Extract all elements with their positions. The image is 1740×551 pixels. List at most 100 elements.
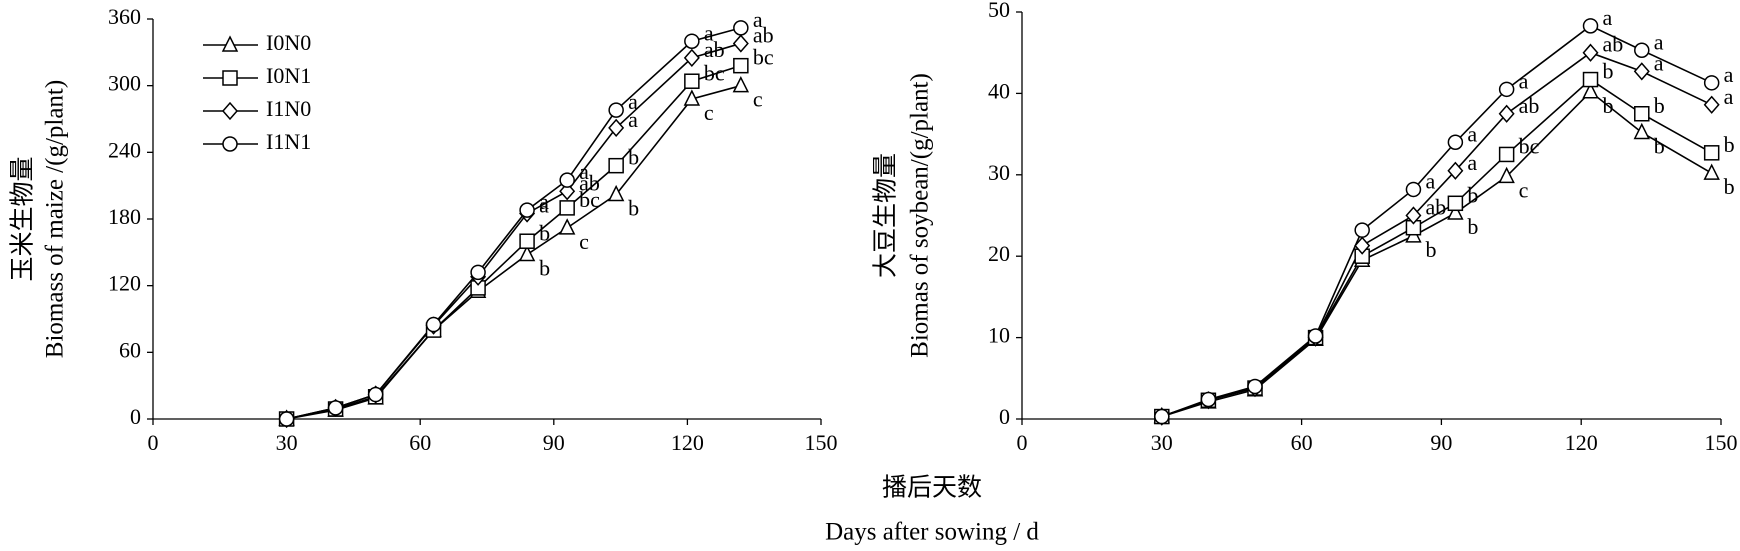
y-tick-label: 0 xyxy=(130,404,141,429)
significance-label: a xyxy=(1654,50,1664,75)
marker xyxy=(1498,104,1515,123)
marker xyxy=(733,57,749,74)
marker xyxy=(1582,82,1599,99)
significance-label: b xyxy=(1654,134,1665,159)
significance-label: a xyxy=(1519,68,1529,93)
series-line xyxy=(286,64,742,420)
marker xyxy=(1405,206,1422,225)
marker xyxy=(1354,222,1370,238)
significance-label: b xyxy=(1425,237,1436,262)
y-tick-label: 20 xyxy=(988,241,1010,266)
y-tick-label: 120 xyxy=(108,271,141,296)
y-axis-label: 大豆生物量 xyxy=(872,153,900,278)
marker xyxy=(1354,236,1371,255)
marker xyxy=(1582,71,1599,88)
significance-label: bc xyxy=(1519,133,1540,158)
significance-label: a xyxy=(628,89,638,114)
marker xyxy=(1405,181,1422,198)
significance-label: a xyxy=(539,192,549,217)
significance-label: a xyxy=(753,7,763,32)
marker xyxy=(1247,378,1263,395)
marker xyxy=(425,316,442,333)
significance-label: c xyxy=(1519,177,1529,202)
marker xyxy=(732,34,749,53)
significance-label: a xyxy=(1603,5,1613,30)
legend-label: I1N0 xyxy=(266,96,311,121)
y-tick-label: 30 xyxy=(988,160,1010,185)
significance-label: c xyxy=(579,229,589,254)
marker xyxy=(1498,146,1515,163)
marker xyxy=(608,157,624,174)
x-tick-label: 150 xyxy=(805,430,838,455)
significance-label: a xyxy=(539,189,549,214)
series-line xyxy=(1161,78,1713,418)
marker xyxy=(1447,161,1464,180)
marker xyxy=(683,89,701,106)
x-tick-label: 120 xyxy=(671,430,704,455)
y-axis-label: Biomas of soybean/(g/plant) xyxy=(907,73,934,358)
significance-label: bc xyxy=(579,187,600,212)
marker xyxy=(1307,328,1324,344)
significance-label: ab xyxy=(753,22,774,47)
x-tick-label: 60 xyxy=(409,430,431,455)
x-tick-label: 0 xyxy=(148,430,159,455)
significance-label: ab xyxy=(579,170,600,195)
x-tick-label: 30 xyxy=(1151,430,1173,455)
marker xyxy=(732,75,750,93)
y-tick-label: 180 xyxy=(108,204,141,229)
legend-marker xyxy=(222,101,238,121)
marker xyxy=(733,20,749,36)
marker xyxy=(559,172,575,188)
significance-label: bc xyxy=(753,45,774,70)
y-tick-label: 10 xyxy=(988,323,1010,348)
significance-label: b xyxy=(1467,214,1478,239)
marker xyxy=(1498,81,1515,98)
legend-label: I0N1 xyxy=(266,63,311,88)
marker xyxy=(1447,203,1464,220)
significance-label: b xyxy=(539,256,550,281)
marker xyxy=(1447,195,1464,212)
marker xyxy=(559,200,575,216)
significance-label: b xyxy=(539,220,550,245)
significance-label: ab xyxy=(1603,32,1624,57)
y-tick-label: 60 xyxy=(119,337,141,362)
significance-label: b xyxy=(1654,93,1665,118)
significance-label: c xyxy=(753,87,763,112)
x-tick-label: 90 xyxy=(543,430,565,455)
x-tick-label: 0 xyxy=(1017,430,1028,455)
significance-label: ab xyxy=(1425,195,1446,220)
y-tick-label: 50 xyxy=(988,0,1010,22)
significance-label: a xyxy=(1467,150,1477,175)
legend-marker xyxy=(222,70,238,86)
x-tick-label: 120 xyxy=(1565,430,1598,455)
marker xyxy=(1633,62,1650,81)
legend-marker xyxy=(222,136,238,152)
marker xyxy=(518,244,536,262)
marker xyxy=(1154,408,1170,425)
significance-label: b xyxy=(628,145,639,170)
marker xyxy=(1634,42,1650,59)
series-line xyxy=(286,42,742,420)
marker xyxy=(684,73,700,89)
significance-label: b xyxy=(1724,174,1735,199)
significance-label: a xyxy=(1467,121,1477,146)
x-tick-label: 60 xyxy=(1291,430,1313,455)
series-line xyxy=(1161,90,1713,418)
marker xyxy=(683,48,700,68)
x-axis-label: 播后天数 xyxy=(882,474,982,502)
significance-label: a xyxy=(1425,168,1435,193)
series-line xyxy=(286,84,742,420)
marker xyxy=(519,202,535,218)
y-tick-label: 300 xyxy=(108,71,141,96)
series-line xyxy=(1161,24,1713,418)
series-line xyxy=(1161,51,1713,418)
y-axis-label: Biomass of maize /(g/plant) xyxy=(42,80,69,358)
x-tick-label: 30 xyxy=(276,430,298,455)
significance-label: a xyxy=(579,159,589,184)
marker xyxy=(519,233,535,249)
marker xyxy=(608,102,624,118)
marker xyxy=(607,184,625,202)
y-tick-label: 360 xyxy=(108,4,141,29)
significance-label: a xyxy=(704,20,714,45)
